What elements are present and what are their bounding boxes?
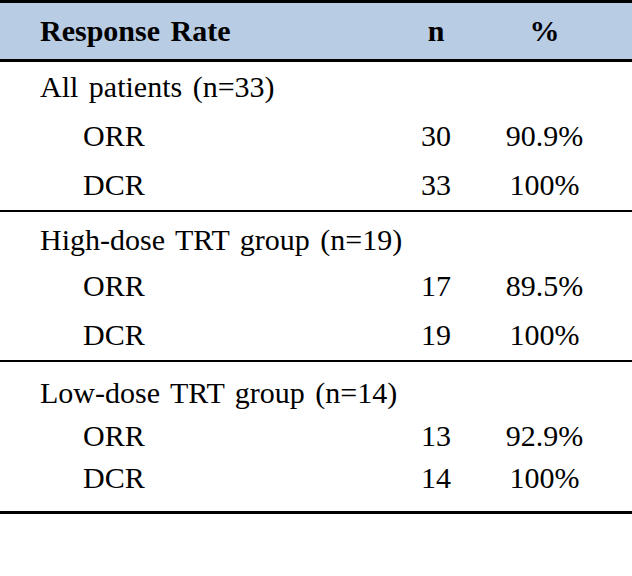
- value-n: 33: [390, 161, 482, 211]
- table-header-row: Response Rate n %: [0, 2, 632, 61]
- section-title-row: High-dose TRT group (n=19): [0, 211, 632, 261]
- value-percent: 100%: [482, 311, 632, 361]
- section-title-row: All patients (n=33): [0, 61, 632, 111]
- value-percent: 92.9%: [482, 411, 632, 461]
- table-row: ORR 30 90.9%: [0, 111, 632, 161]
- column-header-n: n: [390, 2, 482, 61]
- table-row: DCR 33 100%: [0, 161, 632, 211]
- value-percent: 100%: [482, 161, 632, 211]
- section-title-low-dose: Low-dose TRT group (n=14): [0, 361, 632, 411]
- table-row: DCR 14 100%: [0, 461, 632, 513]
- row-label-orr: ORR: [0, 261, 390, 311]
- section-all-patients: All patients (n=33) ORR 30 90.9% DCR 33 …: [0, 61, 632, 211]
- value-n: 17: [390, 261, 482, 311]
- value-percent: 89.5%: [482, 261, 632, 311]
- row-label-dcr: DCR: [0, 311, 390, 361]
- section-title-high-dose: High-dose TRT group (n=19): [0, 211, 632, 261]
- column-header-percent: %: [482, 2, 632, 61]
- table-row: DCR 19 100%: [0, 311, 632, 361]
- value-n: 19: [390, 311, 482, 361]
- value-percent: 90.9%: [482, 111, 632, 161]
- section-low-dose-trt: Low-dose TRT group (n=14) ORR 13 92.9% D…: [0, 361, 632, 513]
- section-high-dose-trt: High-dose TRT group (n=19) ORR 17 89.5% …: [0, 211, 632, 361]
- section-title-all-patients: All patients (n=33): [0, 61, 632, 111]
- value-percent: 100%: [482, 461, 632, 513]
- row-label-dcr: DCR: [0, 161, 390, 211]
- row-label-dcr: DCR: [0, 461, 390, 513]
- table-row: ORR 13 92.9%: [0, 411, 632, 461]
- row-label-orr: ORR: [0, 411, 390, 461]
- section-title-row: Low-dose TRT group (n=14): [0, 361, 632, 411]
- table-header: Response Rate n %: [0, 2, 632, 61]
- row-label-orr: ORR: [0, 111, 390, 161]
- value-n: 30: [390, 111, 482, 161]
- table-row: ORR 17 89.5%: [0, 261, 632, 311]
- response-rate-table: Response Rate n % All patients (n=33) OR…: [0, 0, 632, 514]
- value-n: 14: [390, 461, 482, 513]
- column-header-response-rate: Response Rate: [0, 2, 390, 61]
- value-n: 13: [390, 411, 482, 461]
